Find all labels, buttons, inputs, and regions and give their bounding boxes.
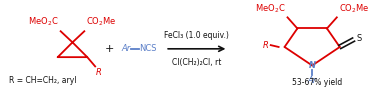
Text: CO$_2$Me: CO$_2$Me <box>86 16 117 28</box>
Text: CO$_2$Me: CO$_2$Me <box>339 2 369 15</box>
Text: Ar: Ar <box>122 44 131 53</box>
Text: R: R <box>263 41 269 50</box>
Text: FeCl₃ (1.0 equiv.): FeCl₃ (1.0 equiv.) <box>164 31 229 40</box>
Text: S: S <box>356 34 362 43</box>
Text: N: N <box>309 61 316 70</box>
Text: Ar: Ar <box>308 76 317 85</box>
Text: R: R <box>96 68 102 77</box>
Text: Cl(CH₂)₂Cl, rt: Cl(CH₂)₂Cl, rt <box>172 58 222 67</box>
Text: 53-67% yield: 53-67% yield <box>292 78 342 87</box>
Text: MeO$_2$C: MeO$_2$C <box>28 16 59 28</box>
Text: MeO$_2$C: MeO$_2$C <box>255 2 285 15</box>
Text: R = CH=CH₂, aryl: R = CH=CH₂, aryl <box>9 76 77 85</box>
Text: NCS: NCS <box>139 44 157 53</box>
Text: +: + <box>105 44 115 54</box>
